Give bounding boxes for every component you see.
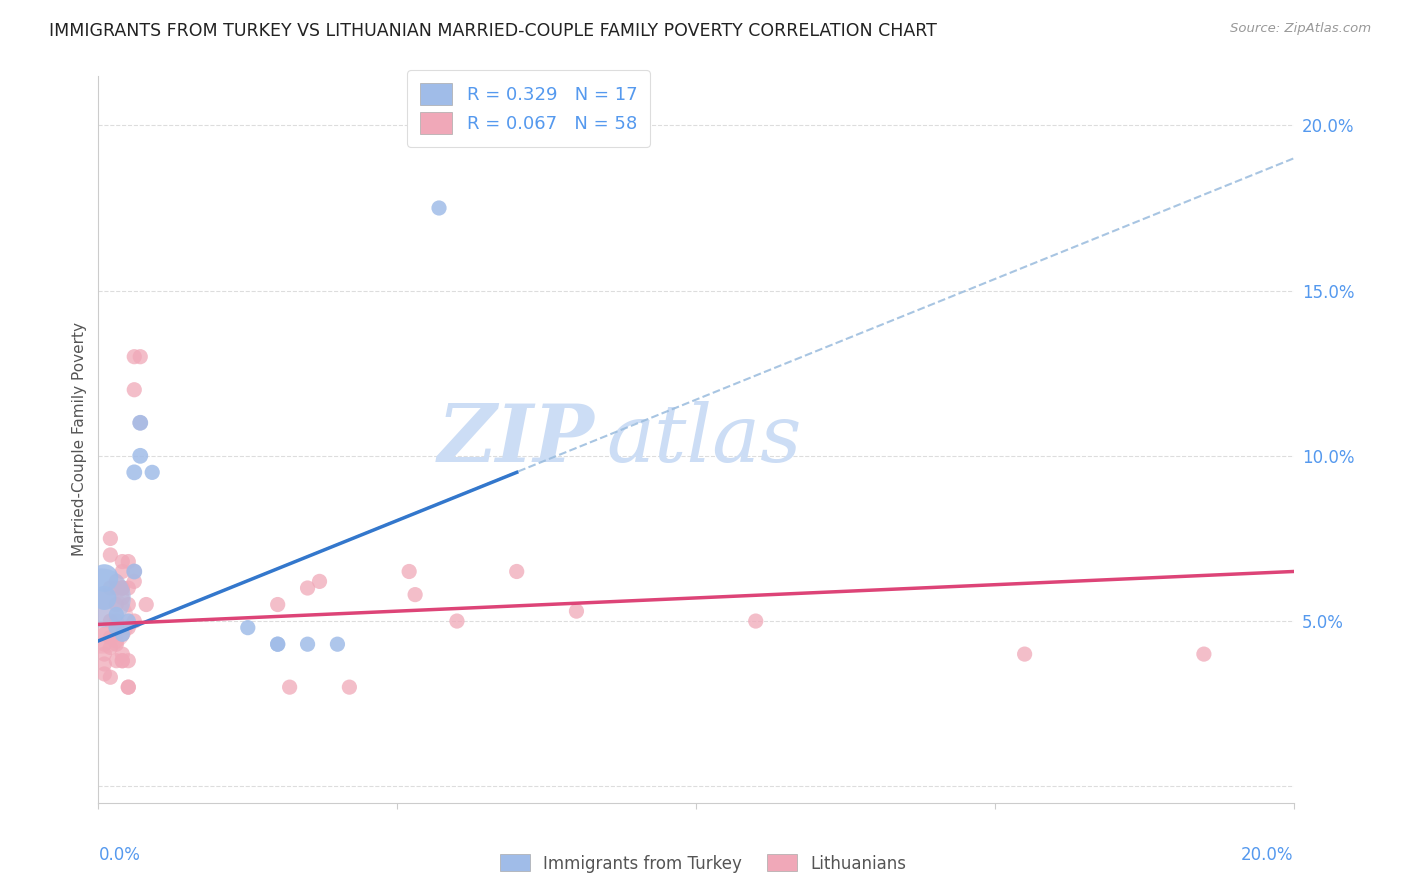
Point: [93, 657, 115, 671]
Text: 20.0%: 20.0%: [1241, 847, 1294, 864]
Point: [1014, 647, 1036, 661]
Legend: R = 0.329   N = 17, R = 0.067   N = 58: R = 0.329 N = 17, R = 0.067 N = 58: [408, 70, 650, 147]
Point: [446, 614, 468, 628]
Point: [278, 680, 301, 694]
Point: [124, 383, 146, 397]
Point: [135, 598, 157, 612]
Point: [141, 466, 163, 480]
Point: [105, 581, 128, 595]
Point: [124, 574, 146, 589]
Point: [90, 591, 112, 605]
Point: [117, 680, 139, 694]
Point: [93, 591, 115, 605]
Point: [111, 581, 134, 595]
Point: [339, 680, 361, 694]
Point: [129, 416, 152, 430]
Point: [105, 637, 128, 651]
Point: [105, 598, 128, 612]
Point: [111, 581, 134, 595]
Point: [117, 654, 139, 668]
Point: [93, 637, 115, 651]
Point: [105, 654, 128, 668]
Point: [117, 555, 139, 569]
Point: [105, 627, 128, 641]
Point: [565, 604, 588, 618]
Point: [506, 565, 529, 579]
Point: [117, 621, 139, 635]
Point: [105, 574, 128, 589]
Legend: Immigrants from Turkey, Lithuanians: Immigrants from Turkey, Lithuanians: [494, 847, 912, 880]
Point: [111, 654, 134, 668]
Point: [117, 680, 139, 694]
Point: [117, 581, 139, 595]
Point: [98, 614, 122, 628]
Text: 0.0%: 0.0%: [98, 847, 141, 864]
Point: [297, 581, 319, 595]
Point: [129, 416, 152, 430]
Point: [745, 614, 768, 628]
Text: Source: ZipAtlas.com: Source: ZipAtlas.com: [1230, 22, 1371, 36]
Point: [308, 574, 330, 589]
Point: [236, 621, 259, 635]
Point: [267, 637, 290, 651]
Point: [98, 532, 122, 546]
Point: [111, 627, 134, 641]
Text: IMMIGRANTS FROM TURKEY VS LITHUANIAN MARRIED-COUPLE FAMILY POVERTY CORRELATION C: IMMIGRANTS FROM TURKEY VS LITHUANIAN MAR…: [49, 22, 936, 40]
Point: [93, 571, 115, 585]
Point: [124, 565, 146, 579]
Point: [427, 201, 450, 215]
Point: [398, 565, 420, 579]
Point: [1192, 647, 1215, 661]
Point: [111, 555, 134, 569]
Point: [111, 654, 134, 668]
Point: [326, 637, 349, 651]
Point: [297, 637, 319, 651]
Point: [98, 640, 122, 655]
Point: [129, 350, 152, 364]
Point: [111, 627, 134, 641]
Text: atlas: atlas: [606, 401, 801, 478]
Point: [98, 581, 122, 595]
Point: [117, 598, 139, 612]
Point: [404, 588, 426, 602]
Point: [129, 449, 152, 463]
Point: [124, 565, 146, 579]
Point: [98, 548, 122, 562]
Point: [105, 607, 128, 622]
Point: [105, 614, 128, 628]
Point: [93, 647, 115, 661]
Point: [124, 466, 146, 480]
Y-axis label: Married-Couple Family Poverty: Married-Couple Family Poverty: [72, 322, 87, 557]
Point: [111, 647, 134, 661]
Point: [90, 614, 112, 628]
Text: ZIP: ZIP: [437, 401, 595, 478]
Point: [267, 598, 290, 612]
Point: [124, 614, 146, 628]
Point: [124, 350, 146, 364]
Point: [105, 621, 128, 635]
Point: [93, 627, 115, 641]
Point: [117, 614, 139, 628]
Point: [93, 667, 115, 681]
Point: [98, 670, 122, 684]
Point: [111, 565, 134, 579]
Point: [111, 581, 134, 595]
Point: [105, 633, 128, 648]
Point: [111, 591, 134, 605]
Point: [98, 631, 122, 645]
Point: [267, 637, 290, 651]
